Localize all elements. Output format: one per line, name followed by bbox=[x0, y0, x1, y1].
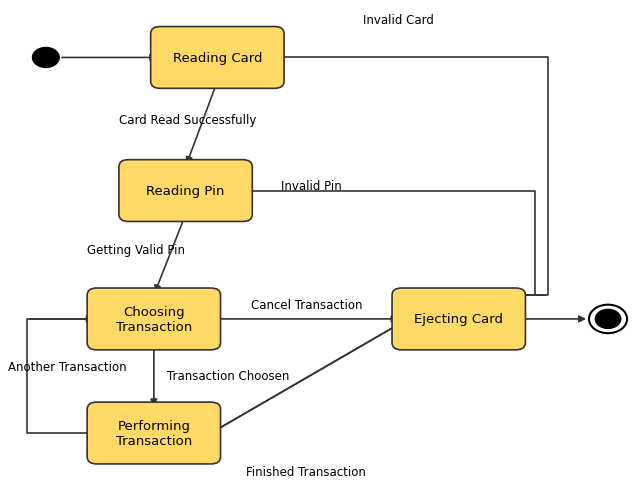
FancyBboxPatch shape bbox=[392, 288, 526, 350]
FancyBboxPatch shape bbox=[119, 160, 252, 222]
FancyBboxPatch shape bbox=[87, 288, 221, 350]
Text: Transaction Choosen: Transaction Choosen bbox=[167, 370, 289, 383]
Text: Getting Valid Pin: Getting Valid Pin bbox=[87, 244, 185, 257]
Circle shape bbox=[589, 305, 627, 334]
Text: Ejecting Card: Ejecting Card bbox=[414, 313, 503, 326]
Text: Cancel Transaction: Cancel Transaction bbox=[251, 299, 362, 312]
Text: Invalid Pin: Invalid Pin bbox=[281, 180, 341, 193]
Text: Choosing
Transaction: Choosing Transaction bbox=[115, 305, 192, 333]
Text: Reading Card: Reading Card bbox=[173, 52, 262, 65]
Text: Card Read Successfully: Card Read Successfully bbox=[119, 113, 256, 127]
Text: Reading Pin: Reading Pin bbox=[146, 185, 225, 198]
Text: Another Transaction: Another Transaction bbox=[8, 360, 126, 373]
Text: Invalid Card: Invalid Card bbox=[364, 14, 434, 27]
FancyBboxPatch shape bbox=[151, 27, 284, 89]
Text: Performing
Transaction: Performing Transaction bbox=[115, 419, 192, 447]
Text: Finished Transaction: Finished Transaction bbox=[246, 465, 366, 478]
Circle shape bbox=[595, 310, 621, 329]
FancyBboxPatch shape bbox=[87, 402, 221, 464]
Circle shape bbox=[33, 48, 59, 68]
